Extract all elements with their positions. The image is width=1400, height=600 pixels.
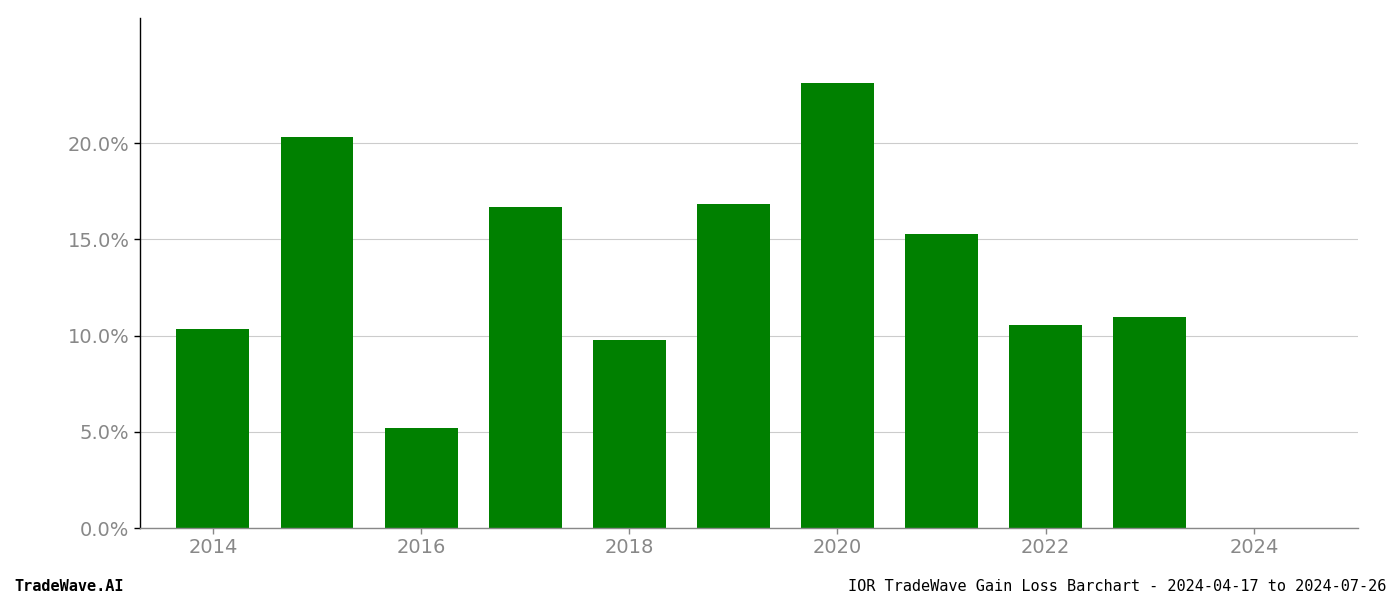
Bar: [280, 137, 353, 528]
Bar: [489, 206, 561, 528]
Bar: [697, 204, 770, 528]
Text: IOR TradeWave Gain Loss Barchart - 2024-04-17 to 2024-07-26: IOR TradeWave Gain Loss Barchart - 2024-…: [847, 579, 1386, 594]
Bar: [801, 83, 874, 528]
Bar: [1113, 317, 1186, 528]
Bar: [385, 428, 458, 528]
Bar: [592, 340, 666, 528]
Bar: [176, 329, 249, 528]
Bar: [906, 233, 979, 528]
Bar: [1009, 325, 1082, 528]
Text: TradeWave.AI: TradeWave.AI: [14, 579, 123, 594]
